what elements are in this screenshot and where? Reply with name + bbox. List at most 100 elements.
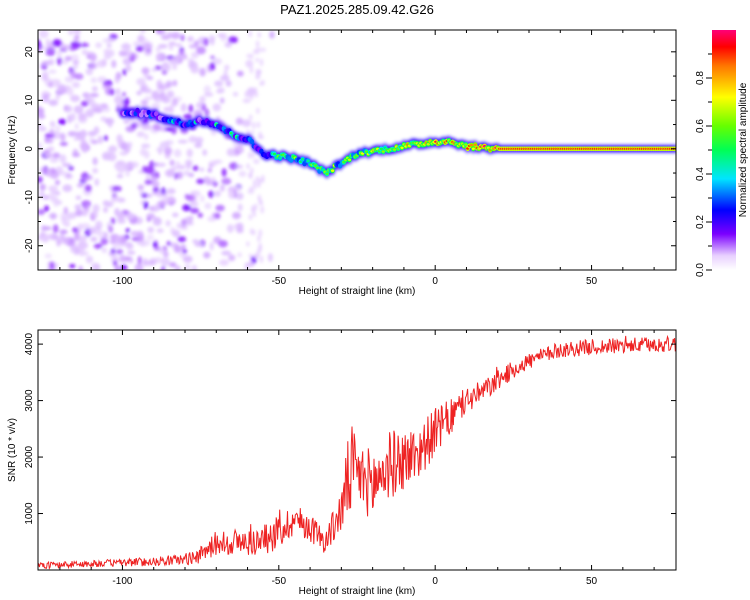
noise-blob [89, 93, 99, 98]
noise-blob [136, 230, 144, 240]
noise-blob [175, 43, 183, 48]
noise-blob [236, 222, 244, 230]
noise-blob [102, 83, 112, 91]
noise-blob [73, 232, 80, 241]
noise-blob [182, 255, 193, 263]
noise-blob [41, 233, 52, 241]
noise-blob [112, 243, 118, 250]
spectrogram-xtick-label: -50 [272, 276, 287, 287]
noise-blob [63, 222, 71, 227]
noise-blob [68, 165, 74, 171]
noise-blob [180, 103, 187, 112]
spectrogram-ytick-label: 10 [24, 94, 35, 106]
noise-blob [228, 254, 236, 262]
noise-blob [249, 186, 254, 192]
noise-blob [208, 34, 216, 43]
noise-blob [212, 58, 223, 65]
noise-blob [195, 136, 204, 144]
noise-blob [166, 90, 175, 99]
noise-blob [166, 188, 176, 195]
spectrogram-ytick-label: -10 [24, 190, 35, 205]
noise-blob [257, 32, 262, 38]
noise-blob [246, 241, 250, 247]
noise-blob [67, 131, 78, 137]
noise-blob [188, 44, 198, 49]
noise-blob [133, 41, 140, 47]
ridge-peak-blob [331, 169, 335, 172]
noise-blob [130, 122, 138, 129]
noise-blob [126, 242, 134, 250]
noise-blob [184, 159, 193, 167]
noise-blob [110, 217, 116, 225]
noise-blob [223, 69, 228, 79]
noise-blob [91, 209, 99, 219]
noise-blob [251, 151, 255, 159]
ridge-blob [135, 107, 140, 113]
noise-blob [56, 57, 63, 66]
noise-blob [38, 141, 43, 151]
noise-blob [89, 226, 96, 235]
noise-blob [236, 164, 244, 169]
noise-blob [164, 196, 175, 203]
spectrogram-heatmap [38, 30, 676, 270]
noise-blob [108, 145, 118, 153]
noise-blob [259, 58, 264, 67]
noise-blob [38, 30, 49, 39]
noise-blob [55, 125, 61, 131]
noise-blob [41, 72, 49, 82]
noise-blob [144, 165, 155, 175]
noise-blob [214, 80, 224, 87]
noise-blob [196, 46, 206, 55]
noise-blob [102, 38, 112, 44]
noise-blob [91, 262, 101, 270]
noise-blob [203, 251, 211, 259]
noise-blob [74, 35, 80, 40]
noise-blob [160, 91, 166, 96]
noise-blob [174, 265, 181, 270]
noise-blob [258, 198, 263, 205]
noise-blob [257, 181, 261, 188]
noise-blob [156, 228, 164, 233]
snr-ytick-label: 4000 [24, 333, 35, 356]
noise-blob [115, 88, 121, 96]
noise-blob [117, 139, 126, 149]
noise-blob [160, 54, 165, 59]
noise-blob [143, 201, 149, 210]
noise-blob [237, 252, 243, 258]
ridge-peak-blob [272, 152, 276, 156]
noise-blob [75, 195, 82, 200]
ridge-peak-blob [381, 150, 385, 153]
noise-blob [207, 168, 212, 173]
noise-blob [55, 93, 60, 101]
noise-blob [49, 261, 55, 270]
noise-blob [248, 253, 253, 258]
noise-blob [250, 130, 255, 135]
noise-blob [63, 105, 73, 113]
noise-blob [50, 212, 57, 220]
snr-ylabel: SNR (10 * v/v) [7, 418, 18, 482]
noise-blob [90, 77, 97, 84]
noise-blob [93, 243, 103, 250]
noise-blob [184, 263, 191, 270]
noise-blob [41, 60, 50, 66]
noise-blob [169, 60, 180, 66]
noise-blob [164, 150, 171, 159]
ridge-peak-blob [355, 154, 359, 157]
noise-blob [152, 217, 162, 226]
noise-blob [105, 201, 114, 208]
noise-blob [253, 182, 257, 190]
snr-xtick-label: -50 [272, 576, 287, 587]
noise-blob [192, 239, 199, 244]
noise-blob [214, 212, 221, 220]
noise-blob [155, 46, 161, 53]
noise-blob [224, 41, 232, 48]
noise-blob [92, 167, 99, 174]
noise-blob [58, 118, 66, 125]
noise-blob [147, 226, 155, 234]
noise-blob [176, 222, 181, 229]
noise-blob [248, 172, 253, 179]
noise-blob [78, 241, 89, 250]
noise-blob [173, 245, 182, 253]
noise-blob [177, 236, 187, 243]
noise-blob [145, 174, 151, 180]
